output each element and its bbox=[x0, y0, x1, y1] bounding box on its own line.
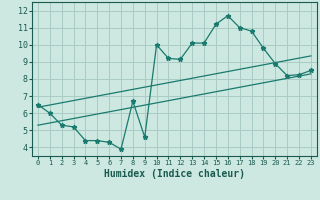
X-axis label: Humidex (Indice chaleur): Humidex (Indice chaleur) bbox=[104, 169, 245, 179]
